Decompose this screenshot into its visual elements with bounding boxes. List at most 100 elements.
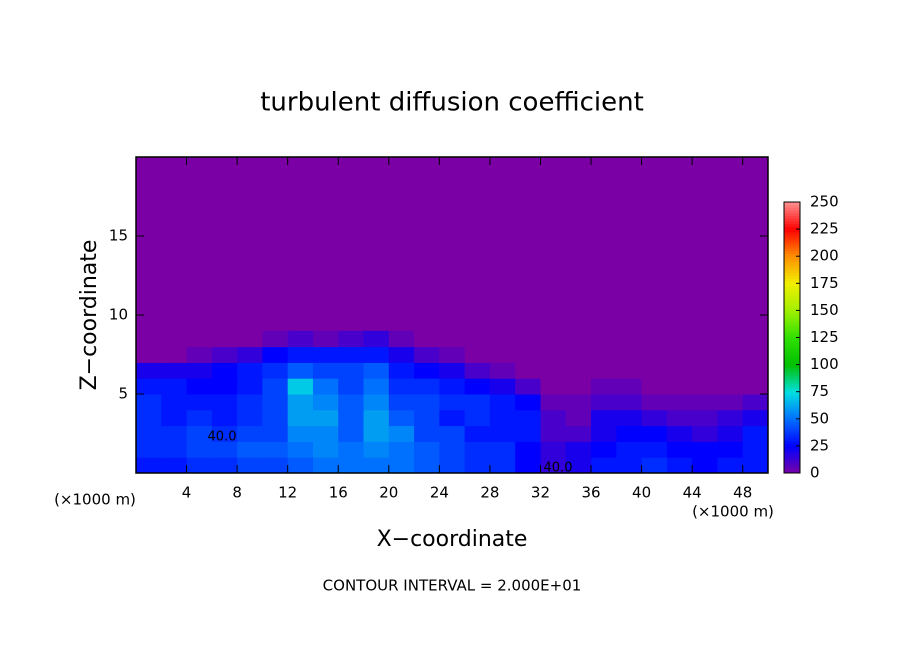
x-tick-label: 4 bbox=[182, 484, 192, 502]
y-axis-label: Z−coordinate bbox=[77, 240, 102, 391]
colorbar-segment bbox=[784, 332, 800, 336]
colorbar-segment bbox=[784, 462, 800, 466]
colorbar-segment bbox=[784, 340, 800, 344]
heatmap-cell bbox=[692, 441, 718, 458]
heatmap-cell bbox=[363, 441, 390, 458]
heatmap-cell bbox=[666, 425, 693, 442]
heatmap-cell bbox=[262, 378, 289, 395]
heatmap-cell bbox=[742, 362, 769, 379]
heatmap-cell bbox=[414, 409, 440, 427]
heatmap-cell bbox=[641, 394, 668, 411]
colorbar-segment bbox=[784, 375, 800, 379]
heatmap-cell bbox=[464, 441, 491, 458]
x-tick-label: 48 bbox=[733, 484, 752, 502]
colorbar-segment bbox=[784, 215, 800, 219]
colorbar-tick-label: 25 bbox=[810, 436, 829, 454]
heatmap-cell bbox=[641, 346, 668, 363]
heatmap-cell bbox=[565, 441, 592, 458]
colorbar-segment bbox=[784, 272, 800, 276]
heatmap-cell bbox=[616, 378, 643, 395]
heatmap-cell bbox=[312, 394, 339, 411]
heatmap-cell bbox=[388, 457, 415, 474]
heatmap-cell bbox=[338, 362, 365, 379]
heatmap-cell bbox=[287, 330, 314, 348]
heatmap-cell bbox=[237, 362, 263, 379]
heatmap-cell bbox=[692, 425, 718, 442]
colorbar-segment bbox=[784, 245, 800, 249]
colorbar-segment bbox=[784, 445, 800, 450]
heatmap-cell bbox=[363, 457, 390, 474]
colorbar-segment bbox=[784, 413, 800, 417]
colorbar-segment bbox=[784, 291, 800, 295]
colorbar-tick-label: 125 bbox=[810, 328, 839, 346]
heatmap-cell bbox=[692, 378, 718, 395]
heatmap-cell bbox=[338, 441, 365, 458]
colorbar-segment bbox=[784, 451, 800, 455]
heatmap-cell bbox=[439, 394, 466, 411]
heatmap-cell bbox=[464, 378, 491, 395]
heatmap-cell bbox=[717, 409, 744, 427]
colorbar-segment bbox=[784, 234, 800, 238]
colorbar-segment bbox=[784, 391, 800, 395]
colorbar-segment bbox=[784, 407, 800, 412]
heatmap-cell bbox=[414, 330, 440, 348]
colorbar-tick-label: 75 bbox=[810, 382, 829, 400]
heatmap-cell bbox=[666, 457, 693, 474]
colorbar-segment bbox=[784, 402, 800, 406]
colorbar-segment bbox=[784, 383, 800, 387]
heatmap-cell bbox=[161, 394, 188, 411]
colorbar-segment bbox=[784, 372, 800, 376]
heatmap-cell bbox=[161, 441, 188, 458]
heatmap-cell bbox=[136, 457, 162, 474]
heatmap-cell bbox=[414, 362, 440, 379]
heatmap-cell bbox=[388, 425, 415, 442]
colorbar-segment bbox=[784, 321, 800, 325]
heatmap-cell bbox=[616, 425, 643, 442]
heatmap-cell bbox=[312, 457, 339, 474]
heatmap-cell bbox=[262, 330, 289, 348]
colorbar-segment bbox=[784, 470, 800, 474]
colorbar-tick-label: 0 bbox=[810, 464, 820, 482]
heatmap-cell bbox=[540, 362, 567, 379]
heatmap-cell bbox=[616, 362, 643, 379]
heatmap-cell bbox=[136, 441, 162, 458]
heatmap-cell bbox=[161, 457, 188, 474]
colorbar-segment bbox=[784, 237, 800, 241]
heatmap-cell bbox=[186, 378, 213, 395]
y-tick-label: 10 bbox=[109, 306, 128, 324]
heatmap-cell bbox=[136, 425, 162, 442]
heatmap-cell bbox=[515, 457, 541, 474]
colorbar-segment bbox=[784, 210, 800, 214]
heatmap-cell bbox=[591, 457, 617, 474]
contour-label: 40.0 bbox=[544, 461, 573, 476]
heatmap-cell bbox=[742, 409, 769, 427]
colorbar-segment bbox=[784, 277, 800, 282]
note: CONTOUR INTERVAL = 2.000E+01 bbox=[323, 577, 582, 595]
colorbar-segment bbox=[784, 394, 800, 398]
colorbar-segment bbox=[784, 397, 800, 401]
heatmap-cell bbox=[591, 425, 617, 442]
heatmap-cell bbox=[616, 394, 643, 411]
heatmap-cell bbox=[287, 362, 314, 379]
heatmap-cell bbox=[540, 378, 567, 395]
heatmap-cell bbox=[591, 346, 617, 363]
heatmap-cell bbox=[388, 378, 415, 395]
colorbar-segment bbox=[784, 269, 800, 273]
colorbar-segment bbox=[784, 370, 800, 374]
heatmap-cell bbox=[692, 330, 718, 348]
colorbar-segment bbox=[784, 399, 800, 404]
heatmap-cell bbox=[287, 441, 314, 458]
heatmap-cell bbox=[363, 378, 390, 395]
colorbar-segment bbox=[784, 443, 800, 447]
heatmap-cell bbox=[666, 330, 693, 348]
heatmap-cell bbox=[136, 409, 162, 427]
heatmap-cell bbox=[565, 425, 592, 442]
heatmap-cell bbox=[287, 409, 314, 427]
heatmap-cell bbox=[211, 457, 238, 474]
heatmap-cell bbox=[363, 346, 390, 363]
heatmap-cell bbox=[565, 457, 592, 474]
heatmap-cell bbox=[312, 441, 339, 458]
heatmap-cell bbox=[565, 330, 592, 348]
heatmap-cell bbox=[439, 457, 466, 474]
